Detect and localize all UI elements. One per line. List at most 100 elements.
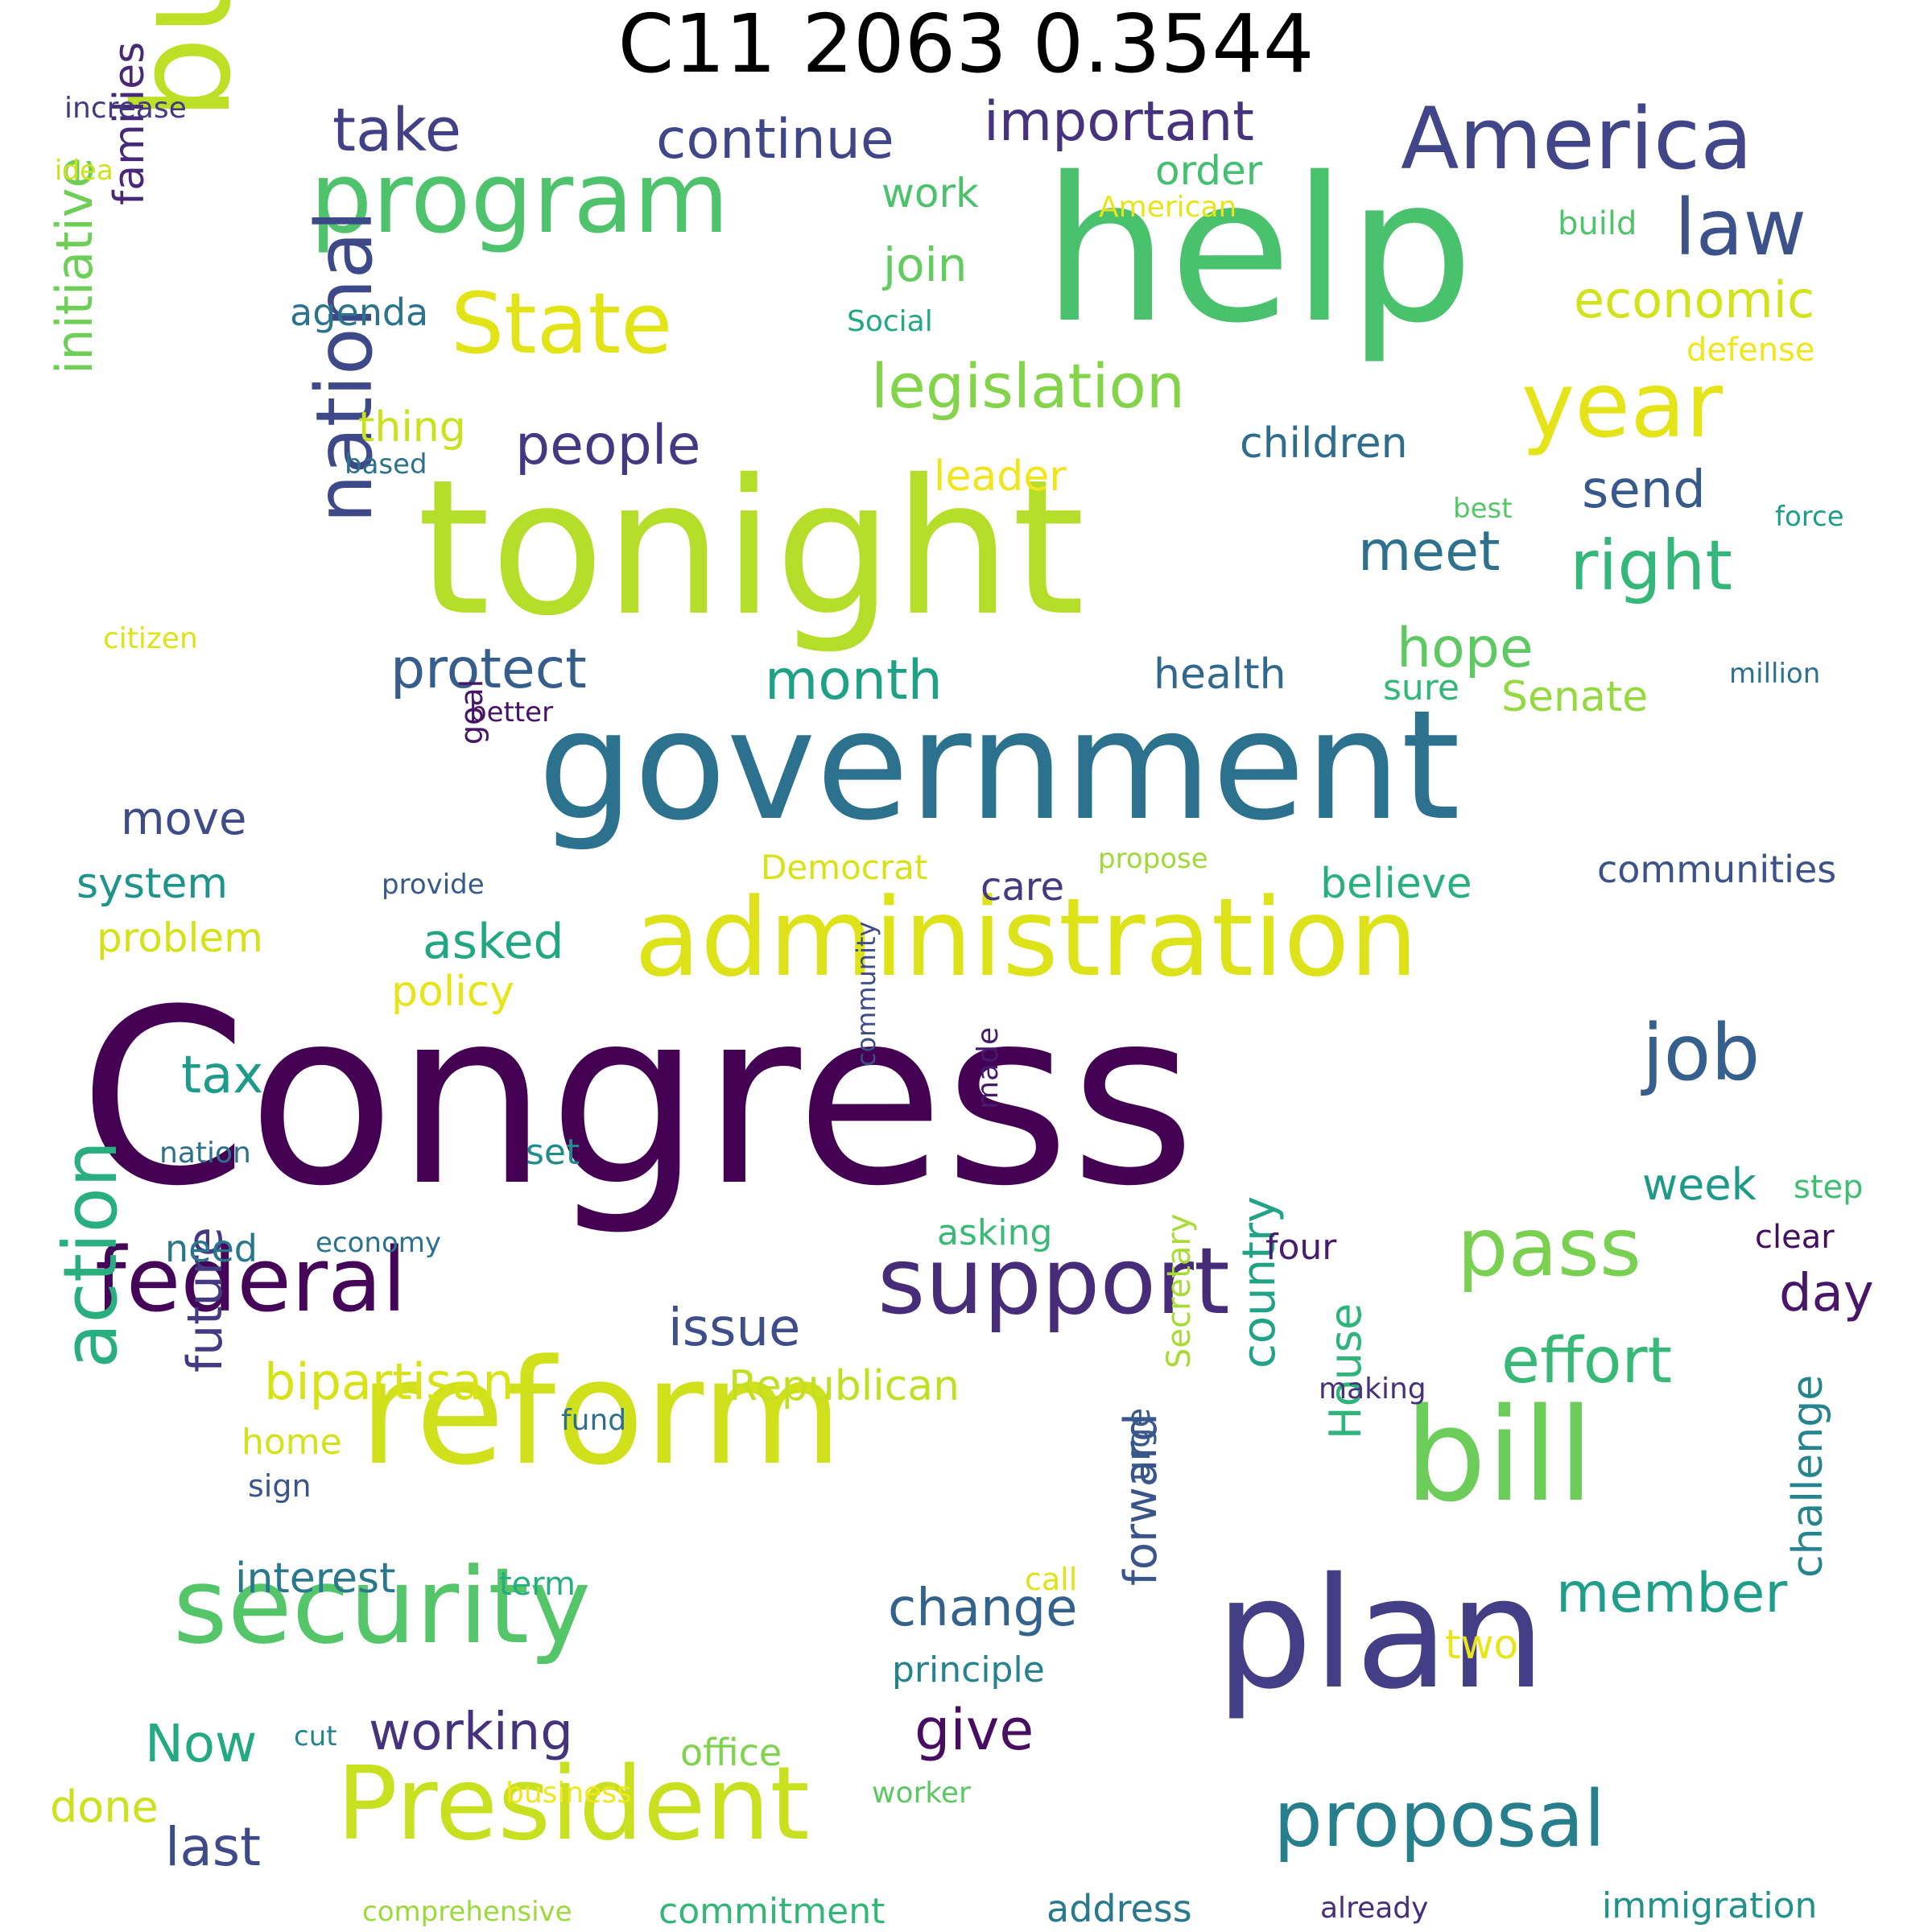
word-country: country [1233, 1195, 1286, 1368]
word-month: month [765, 649, 943, 712]
word-citizen: citizen [103, 622, 198, 655]
word-comprehensive: comprehensive [362, 1896, 572, 1928]
word-house: House [1320, 1302, 1371, 1439]
word-order: order [1155, 147, 1263, 194]
word-urge: urge [1121, 1407, 1158, 1481]
word-join: join [883, 237, 968, 292]
word-now: Now [145, 1715, 258, 1774]
word-economic: economic [1574, 270, 1815, 329]
word-secretary: Secretary [1161, 1213, 1198, 1368]
word-give: give [914, 1697, 1034, 1763]
word-office: office [680, 1731, 782, 1774]
word-plan: plan [1216, 1545, 1546, 1723]
word-force: force [1775, 501, 1844, 533]
word-sign: sign [248, 1468, 312, 1504]
word-work: work [881, 170, 979, 217]
word-law: law [1674, 183, 1807, 273]
word-based: based [345, 448, 427, 481]
word-pass: pass [1457, 1200, 1641, 1294]
word-propose: propose [1098, 843, 1208, 875]
word-working: working [369, 1703, 573, 1762]
word-build: build [1558, 205, 1637, 242]
word-administration: administration [634, 875, 1418, 1001]
word-address: address [1046, 1887, 1192, 1930]
word-meet: meet [1358, 520, 1501, 584]
word-asking: asking [937, 1212, 1053, 1253]
word-leader: leader [934, 452, 1067, 501]
word-done: done [50, 1781, 159, 1832]
word-step: step [1794, 1169, 1864, 1206]
word-federal: federal [95, 1228, 407, 1331]
word-thing: thing [358, 403, 466, 452]
word-democrat: Democrat [761, 848, 928, 887]
word-member: member [1556, 1562, 1788, 1625]
word-government: government [538, 678, 1461, 854]
word-social: Social [847, 305, 933, 338]
word-increase: increase [64, 92, 187, 125]
word-cut: cut [294, 1720, 337, 1752]
word-system: system [76, 860, 228, 908]
word-interest: interest [235, 1554, 396, 1603]
word-home: home [242, 1422, 342, 1463]
word-initiative: initiative [45, 157, 104, 374]
word-proposal: proposal [1274, 1774, 1606, 1864]
word-continue: continue [656, 108, 894, 171]
word-clear: clear [1755, 1219, 1835, 1256]
word-already: already [1320, 1892, 1429, 1925]
word-call: call [1025, 1562, 1078, 1597]
word-provide: provide [382, 869, 485, 901]
word-reform: reform [359, 1329, 843, 1497]
word-change: change [888, 1579, 1078, 1638]
word-better: better [469, 696, 554, 729]
word-idea: idea [55, 155, 114, 187]
word-health: health [1154, 650, 1286, 699]
word-america: America [1401, 89, 1753, 188]
word-defense: defense [1686, 332, 1815, 369]
word-commitment: commitment [658, 1891, 886, 1932]
word-problem: problem [97, 914, 263, 961]
word-people: people [515, 414, 701, 477]
word-immigration: immigration [1602, 1885, 1818, 1926]
word-set: set [526, 1132, 580, 1173]
word-congress: Congress [79, 958, 1196, 1239]
word-principle: principle [892, 1649, 1045, 1690]
word-four: four [1265, 1227, 1337, 1268]
word-community: community [851, 921, 881, 1067]
word-sure: sure [1383, 667, 1460, 708]
word-agenda: agenda [290, 291, 429, 334]
word-term: term [499, 1566, 576, 1603]
word-action: action [47, 1140, 134, 1368]
word-care: care [980, 865, 1065, 910]
word-day: day [1779, 1264, 1874, 1323]
word-important: important [984, 90, 1254, 154]
word-issue: issue [668, 1298, 801, 1358]
word-children: children [1240, 419, 1408, 468]
word-legislation: legislation [871, 350, 1186, 422]
word-need: need [165, 1227, 258, 1270]
word-believe: believe [1320, 860, 1472, 908]
word-bipartisan: bipartisan [264, 1352, 514, 1411]
word-security: security [173, 1545, 592, 1667]
word-job: job [1642, 1008, 1761, 1098]
word-made: made [972, 1026, 1005, 1109]
word-hope: hope [1397, 617, 1534, 680]
word-communities: communities [1597, 848, 1837, 891]
word-bill: bill [1405, 1380, 1594, 1530]
word-move: move [121, 793, 247, 845]
word-send: send [1582, 460, 1706, 520]
word-economy: economy [316, 1227, 442, 1259]
word-american: American [1099, 191, 1237, 224]
word-help: help [1042, 135, 1475, 367]
word-two: two [1445, 1621, 1519, 1668]
word-program: program [310, 141, 729, 255]
word-protect: protect [390, 638, 587, 701]
word-making: making [1319, 1373, 1426, 1406]
word-last: last [165, 1816, 262, 1878]
word-worker: worker [872, 1777, 971, 1810]
word-week: week [1642, 1159, 1757, 1210]
word-asked: asked [423, 914, 564, 970]
word-support: support [877, 1228, 1230, 1335]
word-effort: effort [1501, 1325, 1673, 1397]
